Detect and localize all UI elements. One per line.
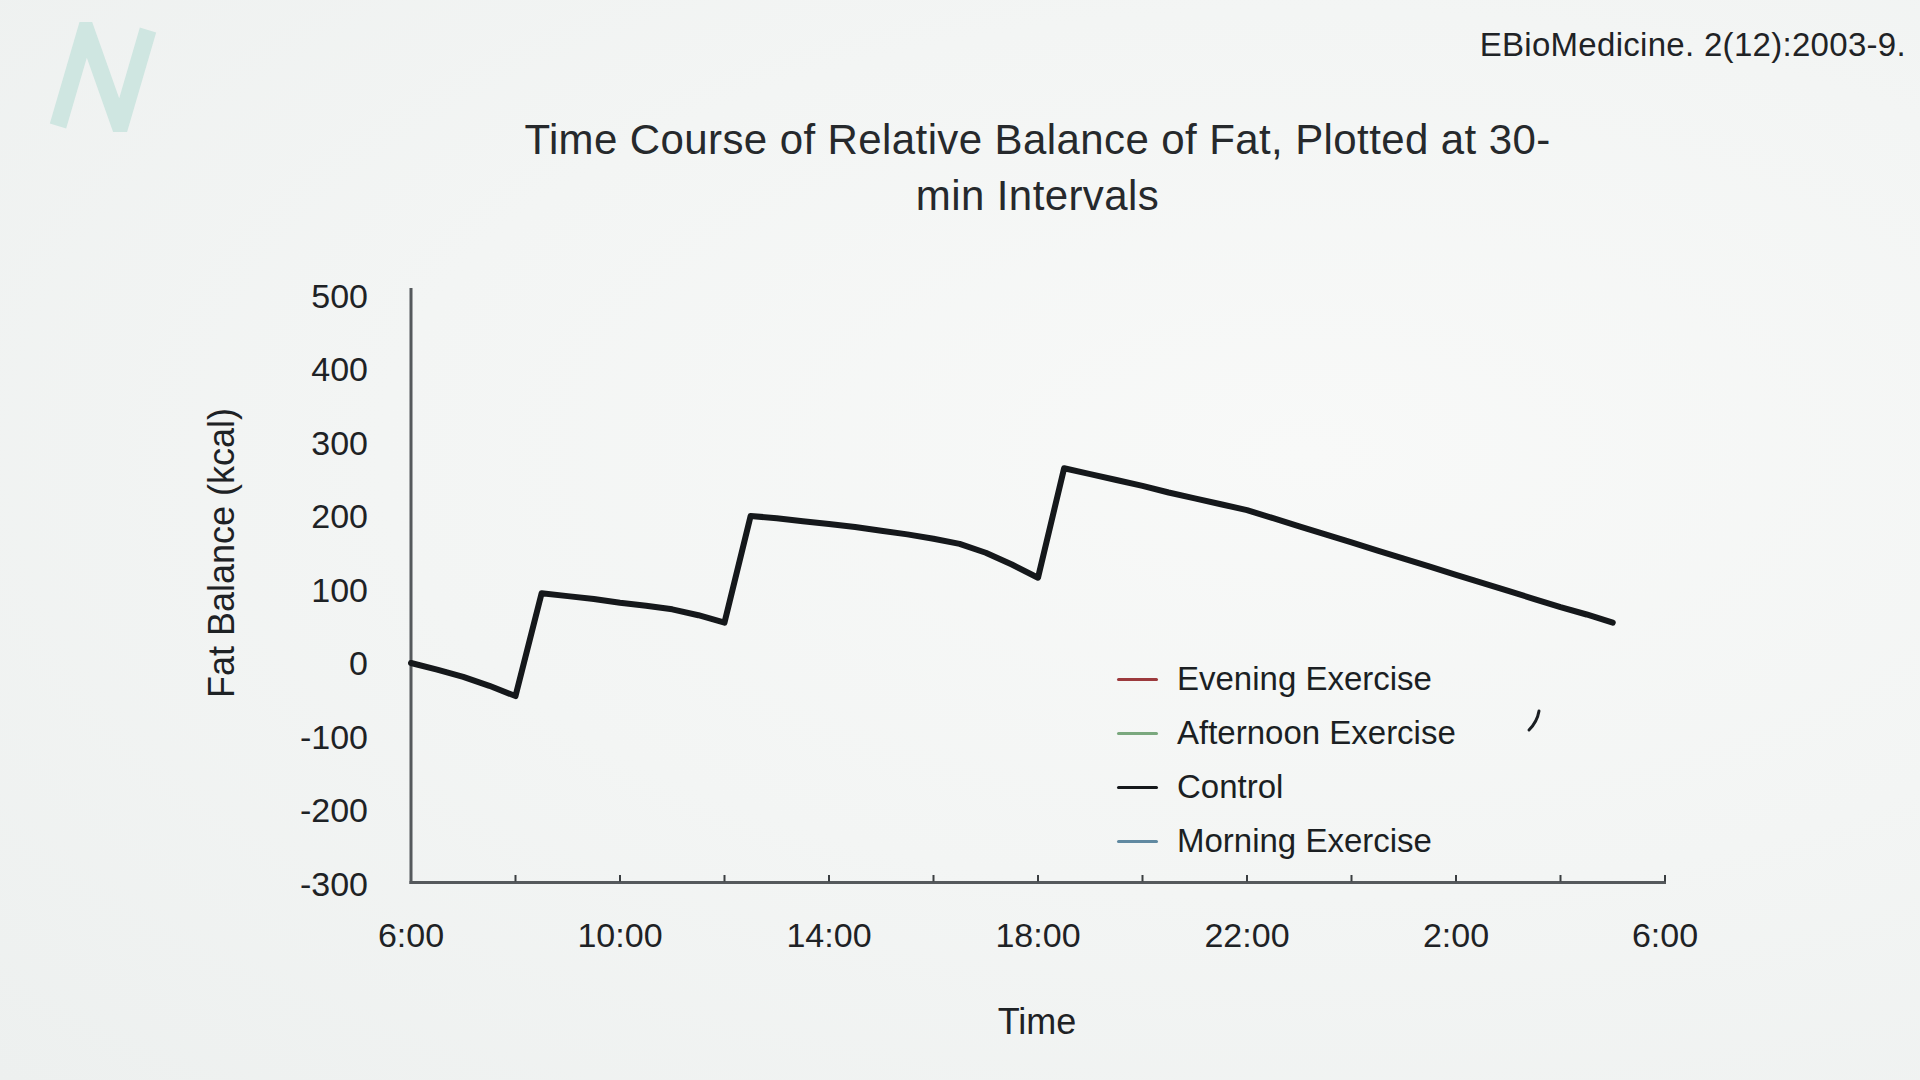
slide: EBioMedicine. 2(12):2003-9. Time Course … (0, 0, 1920, 1080)
y-tick-label: 300 (208, 426, 368, 460)
y-tick-label: -100 (208, 720, 368, 754)
stray-mark-icon (1526, 708, 1544, 734)
legend-line-icon (1117, 732, 1158, 735)
legend-line-icon (1117, 786, 1158, 789)
legend-line-icon (1117, 678, 1158, 681)
legend: Evening Exercise Afternoon Exercise Contro… (1117, 652, 1456, 868)
x-tick-label: 14:00 (786, 916, 871, 954)
legend-label: Afternoon Exercise (1177, 714, 1456, 752)
y-tick-label: 500 (208, 279, 368, 313)
y-tick-label: 400 (208, 352, 368, 386)
y-tick-label: -300 (208, 867, 368, 901)
legend-item: Afternoon Exercise (1117, 706, 1456, 760)
legend-line-icon (1117, 840, 1158, 843)
legend-item: Control (1117, 760, 1456, 814)
x-tick-label: 6:00 (378, 916, 444, 954)
y-tick-label: -200 (208, 793, 368, 827)
legend-item: Evening Exercise (1117, 652, 1456, 706)
legend-item: Morning Exercise (1117, 814, 1456, 868)
legend-label: Control (1177, 768, 1283, 806)
x-tick-label: 2:00 (1423, 916, 1489, 954)
x-axis-label: Time (998, 1001, 1077, 1043)
y-tick-label: 200 (208, 499, 368, 533)
y-tick-label: 100 (208, 573, 368, 607)
legend-label: Evening Exercise (1177, 660, 1432, 698)
x-tick-label: 6:00 (1632, 916, 1698, 954)
x-tick-label: 18:00 (995, 916, 1080, 954)
y-tick-label: 0 (208, 646, 368, 680)
legend-label: Morning Exercise (1177, 822, 1432, 860)
x-tick-label: 22:00 (1204, 916, 1289, 954)
x-tick-label: 10:00 (577, 916, 662, 954)
